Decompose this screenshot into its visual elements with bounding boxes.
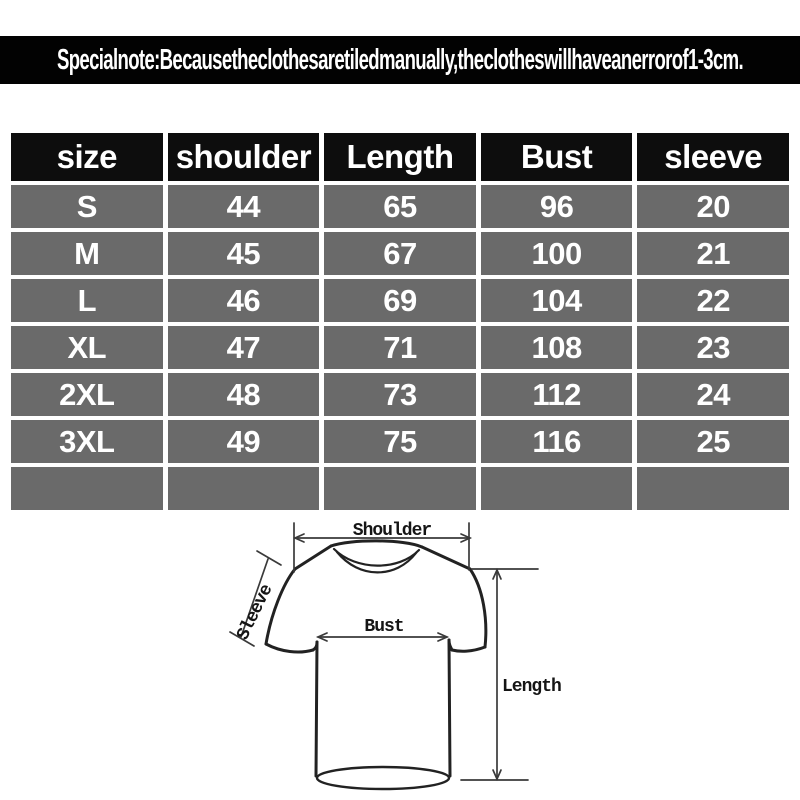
cell-shoulder-s: 44: [167, 185, 320, 228]
cell-sleeve-m: 21: [637, 232, 789, 275]
length-dim-label: Length: [502, 677, 561, 697]
shoulder-dimension-line: [292, 522, 473, 573]
cell-bust-3xl: 116: [480, 420, 633, 463]
cell-shoulder-l: 46: [167, 279, 320, 322]
cell-bust-m: 100: [480, 232, 633, 275]
cell-length-2xl: 73: [324, 373, 476, 416]
sleeve-dimension-line: [229, 550, 282, 647]
cell-shoulder-2xl: 48: [167, 373, 320, 416]
column-header-sleeve: sleeve: [637, 133, 789, 181]
notice-text: Special note:Because the clothes are til…: [56, 43, 744, 76]
cell-size-xl: XL: [11, 326, 163, 369]
cell-empty: [324, 467, 476, 510]
cell-empty: [480, 467, 633, 510]
cell-size-s: S: [11, 185, 163, 228]
cell-sleeve-2xl: 24: [637, 373, 789, 416]
cell-empty: [11, 467, 163, 510]
cell-bust-xl: 108: [480, 326, 633, 369]
cell-length-xl: 71: [324, 326, 476, 369]
notice-banner: Special note:Because the clothes are til…: [0, 36, 800, 84]
cell-size-l: L: [11, 279, 163, 322]
cell-length-m: 67: [324, 232, 476, 275]
cell-empty: [167, 467, 320, 510]
column-header-bust: Bust: [480, 133, 633, 181]
cell-sleeve-s: 20: [637, 185, 789, 228]
cell-bust-2xl: 112: [480, 373, 633, 416]
size-table: size shoulder Length Bust sleeve S 44 65…: [11, 133, 789, 510]
cell-sleeve-3xl: 25: [637, 420, 789, 463]
bust-dimension-line: [315, 632, 450, 642]
cell-length-l: 69: [324, 279, 476, 322]
cell-bust-l: 104: [480, 279, 633, 322]
cell-sleeve-l: 22: [637, 279, 789, 322]
cell-size-3xl: 3XL: [11, 420, 163, 463]
cell-shoulder-m: 45: [167, 232, 320, 275]
length-dimension-line: [460, 567, 539, 782]
column-header-size: size: [11, 133, 163, 181]
cell-size-2xl: 2XL: [11, 373, 163, 416]
cell-shoulder-3xl: 49: [167, 420, 320, 463]
column-header-shoulder: shoulder: [167, 133, 320, 181]
tshirt-outline: [264, 539, 488, 791]
cell-empty: [637, 467, 789, 510]
sleeve-dim-label: Sleeve: [233, 582, 277, 644]
bust-dim-label: Bust: [364, 617, 403, 637]
cell-length-s: 65: [324, 185, 476, 228]
cell-length-3xl: 75: [324, 420, 476, 463]
column-header-length: Length: [324, 133, 476, 181]
cell-shoulder-xl: 47: [167, 326, 320, 369]
cell-bust-s: 96: [480, 185, 633, 228]
cell-size-m: M: [11, 232, 163, 275]
shoulder-dim-label: Shoulder: [353, 521, 432, 541]
cell-sleeve-xl: 23: [637, 326, 789, 369]
